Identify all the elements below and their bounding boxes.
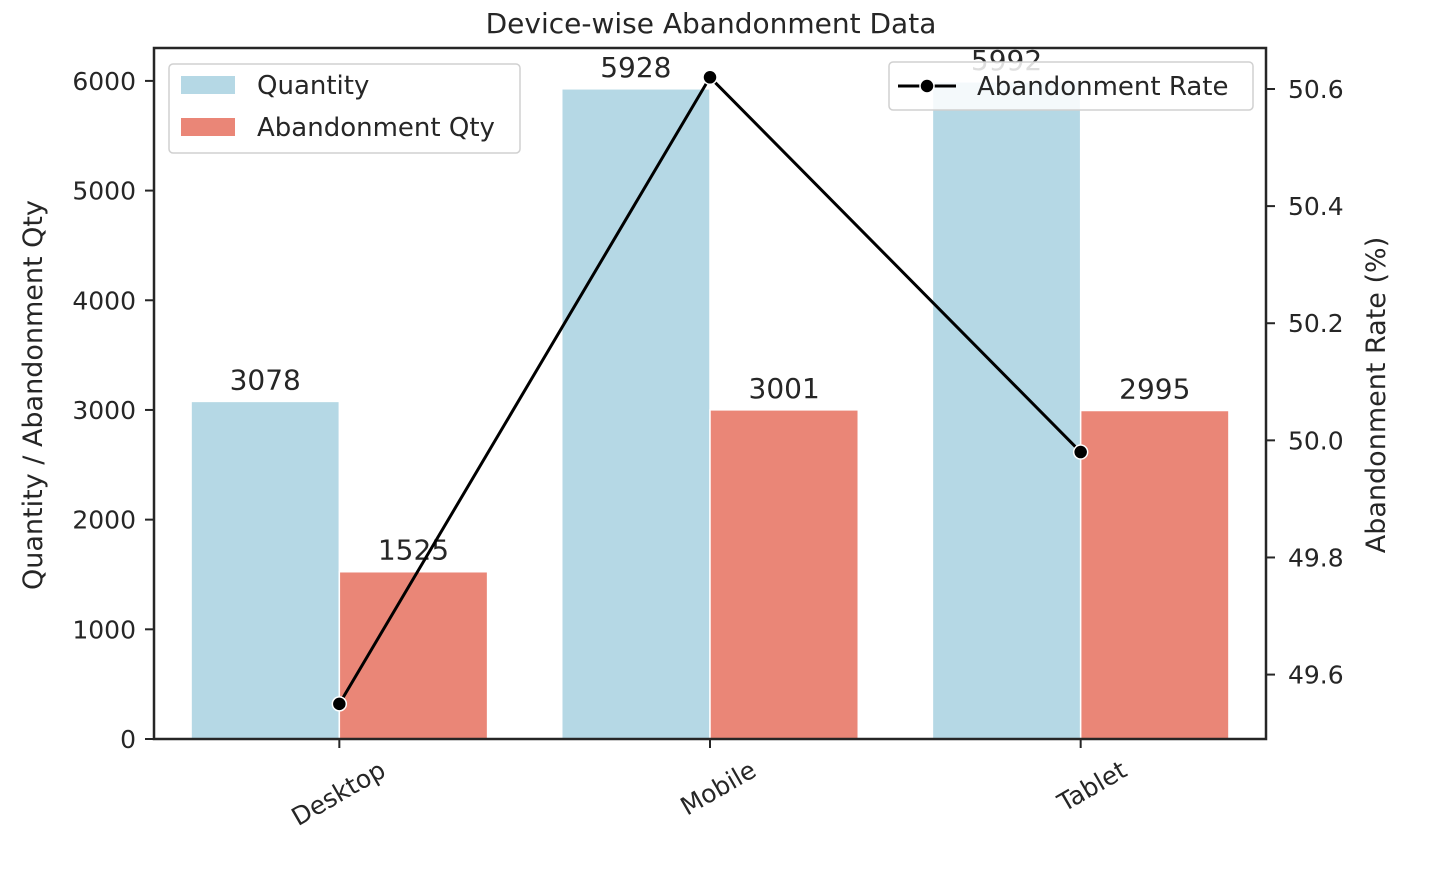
y2-tick-label: 50.0 bbox=[1288, 426, 1344, 455]
y2-tick-label: 49.6 bbox=[1288, 661, 1344, 690]
y-tick-label: 4000 bbox=[72, 286, 136, 315]
bar-abandonment-qty-tablet bbox=[1079, 409, 1230, 740]
legend-swatch bbox=[181, 76, 235, 94]
legend-label: Abandonment Qty bbox=[257, 113, 495, 143]
legend-label: Quantity bbox=[257, 71, 369, 101]
legend-box bbox=[168, 63, 521, 154]
y2-axis-label: Abandonment Rate (%) bbox=[1361, 237, 1392, 553]
bar-value-label: 2995 bbox=[1119, 373, 1190, 406]
y-tick-label: 5000 bbox=[72, 177, 136, 206]
y-tick-label: 1000 bbox=[72, 615, 136, 644]
bar-quantity-tablet bbox=[931, 81, 1082, 740]
y-tick-label: 6000 bbox=[72, 67, 136, 96]
line-point-tablet bbox=[1072, 444, 1089, 460]
legend-box bbox=[888, 61, 1254, 111]
y2-tick-label: 50.6 bbox=[1288, 75, 1344, 104]
line-point-mobile bbox=[702, 69, 718, 86]
y-axis-label: Quantity / Abandonment Qty bbox=[18, 200, 49, 590]
y-tick-label: 3000 bbox=[72, 396, 136, 425]
bar-abandonment-qty-mobile bbox=[709, 409, 860, 740]
line-point-desktop bbox=[331, 696, 348, 712]
y2-tick-label: 49.8 bbox=[1288, 543, 1344, 572]
bar-quantity-mobile bbox=[560, 88, 711, 740]
y-tick-label: 0 bbox=[120, 725, 136, 754]
y-tick-label: 2000 bbox=[72, 506, 136, 535]
chart-title: Device-wise Abandonment Data bbox=[486, 7, 937, 40]
bar-value-label: 5928 bbox=[600, 51, 671, 84]
legend-label: Abandonment Rate bbox=[977, 72, 1228, 102]
legend-marker bbox=[919, 78, 935, 94]
legend-swatch bbox=[181, 118, 235, 136]
bar-value-label: 3078 bbox=[230, 363, 301, 396]
y2-tick-label: 50.2 bbox=[1288, 309, 1344, 338]
bar-abandonment-qty-desktop bbox=[338, 570, 489, 740]
bar-value-label: 3001 bbox=[749, 372, 820, 405]
x-tick-label: Tablet bbox=[1052, 755, 1132, 818]
x-tick-label: Mobile bbox=[675, 755, 761, 821]
y2-tick-label: 50.4 bbox=[1288, 192, 1344, 221]
bar-quantity-desktop bbox=[190, 400, 341, 740]
x-tick-label: Desktop bbox=[287, 755, 391, 832]
